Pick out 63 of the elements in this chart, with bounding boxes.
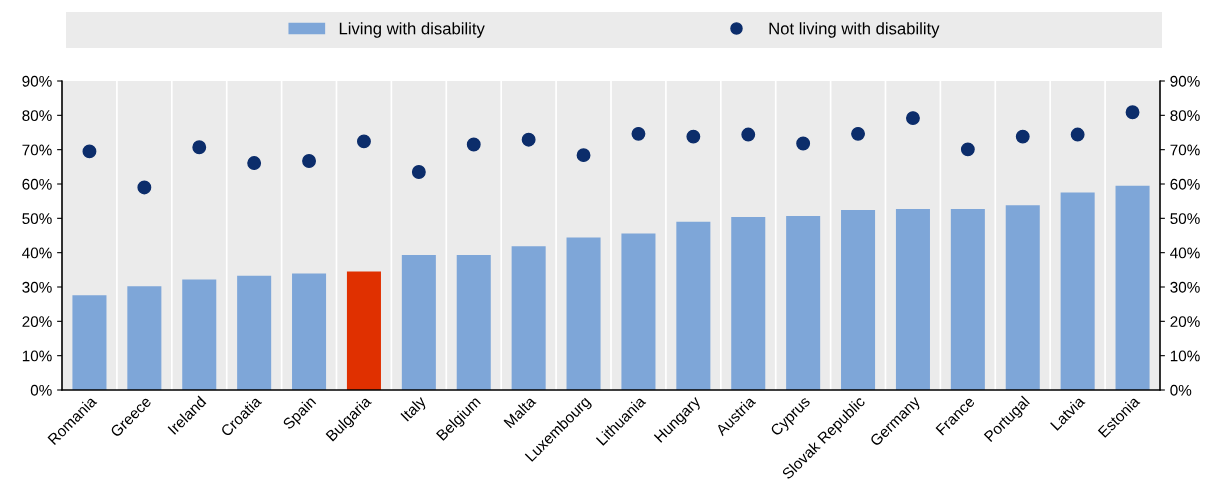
y-tick-label: 50% — [22, 213, 52, 225]
bar — [676, 221, 711, 390]
point — [631, 126, 646, 141]
point — [466, 137, 481, 152]
point — [357, 134, 371, 149]
y2-tick-label: 90% — [1170, 75, 1200, 87]
bar — [566, 237, 601, 390]
bar — [1005, 205, 1040, 390]
bar — [182, 279, 217, 390]
y2-tick-label: 0% — [1170, 384, 1192, 396]
point — [1070, 127, 1085, 142]
y-tick-label: 40% — [22, 247, 52, 259]
bar — [511, 246, 546, 390]
point — [686, 129, 701, 144]
bar — [621, 233, 656, 390]
y-tick-label: 10% — [22, 350, 52, 362]
point — [411, 165, 426, 179]
point — [1015, 129, 1030, 144]
point — [576, 148, 591, 163]
bar — [456, 255, 491, 390]
point — [906, 111, 920, 126]
point — [521, 132, 536, 147]
point — [82, 144, 97, 159]
point — [192, 140, 207, 155]
point — [302, 154, 316, 168]
legend-label: Living with disability — [339, 22, 485, 38]
bar — [841, 210, 876, 390]
y-tick-label: 80% — [22, 110, 52, 122]
y2-tick-label: 30% — [1170, 281, 1200, 293]
legend-label: Not living with disability — [769, 22, 940, 38]
y-tick-label: 60% — [22, 178, 52, 190]
bar — [786, 215, 821, 390]
bar — [72, 295, 107, 390]
bar — [346, 271, 381, 390]
point — [137, 180, 152, 195]
y-tick-label: 90% — [22, 75, 52, 87]
bar — [1115, 185, 1150, 390]
bar — [1060, 192, 1095, 390]
point — [741, 127, 756, 142]
y-tick-label: 30% — [22, 281, 52, 293]
bar — [895, 209, 930, 390]
y2-tick-label: 20% — [1170, 316, 1200, 328]
y2-tick-label: 40% — [1170, 247, 1200, 259]
point — [1125, 105, 1140, 120]
bar — [237, 275, 272, 390]
y-tick-label: 0% — [30, 384, 52, 396]
y2-tick-label: 80% — [1170, 110, 1200, 122]
point — [796, 136, 811, 151]
bar — [401, 255, 436, 390]
y2-tick-label: 10% — [1170, 350, 1200, 362]
y2-tick-label: 50% — [1170, 213, 1200, 225]
point — [960, 142, 975, 157]
bar — [731, 216, 766, 390]
point — [851, 126, 865, 141]
bar — [292, 273, 327, 390]
y-tick-label: 70% — [22, 144, 52, 156]
y2-tick-label: 60% — [1170, 178, 1200, 190]
bar — [950, 209, 985, 390]
point — [247, 156, 262, 171]
y-tick-label: 20% — [22, 316, 52, 328]
x-tick-label: Italy — [400, 394, 429, 424]
bar — [127, 286, 162, 390]
y2-tick-label: 70% — [1170, 144, 1200, 156]
